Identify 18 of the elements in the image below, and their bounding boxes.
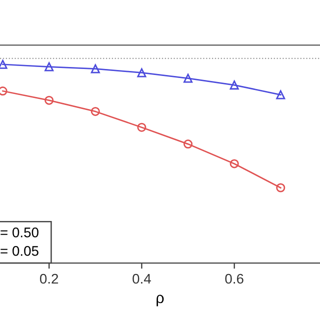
point [137, 122, 146, 132]
x-tick-label: 0.2 [40, 274, 58, 284]
point [230, 80, 239, 90]
x-tick-label: 0.6 [225, 274, 244, 284]
point [276, 90, 286, 100]
point [90, 106, 100, 116]
point [137, 68, 146, 78]
annotation: = 0.05 [0, 246, 38, 256]
annotation: = 0.50 [0, 228, 38, 238]
point [44, 96, 54, 105]
point [276, 183, 286, 192]
point [184, 140, 193, 149]
x-tick-label: 0.4 [132, 274, 151, 284]
x-axis-title: ρ [156, 294, 164, 306]
point [44, 62, 54, 72]
point [184, 74, 193, 83]
point [230, 159, 239, 168]
point [90, 64, 100, 74]
